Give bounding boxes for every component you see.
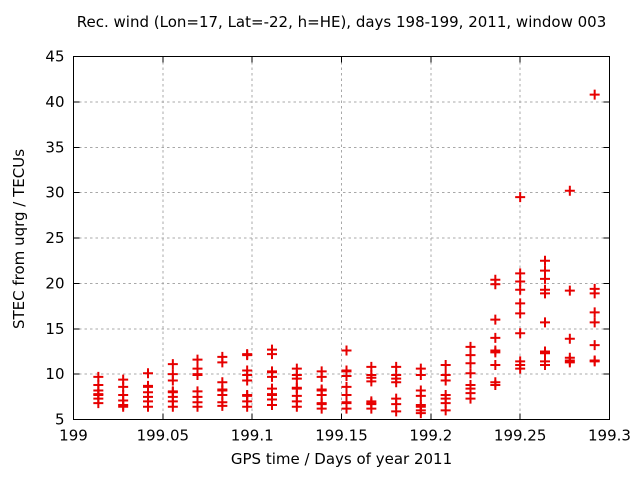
data-point-marker bbox=[490, 380, 501, 391]
data-point-marker bbox=[564, 285, 575, 296]
data-point-marker bbox=[217, 400, 228, 411]
x-tick-label: 199.25 bbox=[494, 427, 547, 445]
data-point-marker bbox=[118, 401, 129, 412]
data-point-marker bbox=[589, 317, 600, 328]
data-point-marker bbox=[564, 333, 575, 344]
data-point-marker bbox=[415, 370, 426, 381]
data-point-marker bbox=[341, 403, 352, 414]
data-point-marker bbox=[589, 307, 600, 318]
data-point-marker bbox=[515, 308, 526, 319]
x-tick-label: 199 bbox=[59, 427, 88, 445]
data-point-marker bbox=[192, 370, 203, 381]
chart-title: Rec. wind (Lon=17, Lat=-22, h=HE), days … bbox=[76, 13, 607, 31]
data-point-marker bbox=[540, 255, 551, 266]
data-point-marker bbox=[490, 332, 501, 343]
data-point-marker bbox=[564, 185, 575, 196]
data-point-marker bbox=[391, 406, 402, 417]
data-point-marker bbox=[589, 340, 600, 351]
data-point-marker bbox=[266, 349, 277, 360]
data-point-marker bbox=[143, 368, 154, 379]
data-point-marker bbox=[515, 284, 526, 295]
y-tick-label: 45 bbox=[45, 48, 64, 66]
data-point-marker bbox=[366, 403, 377, 414]
data-point-marker bbox=[465, 358, 476, 369]
data-point-marker bbox=[143, 401, 154, 412]
data-point-marker bbox=[316, 371, 327, 382]
x-tick-label: 199.15 bbox=[315, 427, 368, 445]
data-point-marker bbox=[490, 279, 501, 290]
data-point-marker bbox=[341, 370, 352, 381]
data-point-marker bbox=[515, 192, 526, 203]
data-point-marker bbox=[440, 405, 451, 416]
y-tick-label: 5 bbox=[55, 411, 65, 429]
data-point-marker bbox=[242, 350, 253, 361]
data-point-marker bbox=[266, 371, 277, 382]
data-point-marker bbox=[490, 360, 501, 371]
data-point-marker bbox=[589, 288, 600, 299]
y-tick-label: 35 bbox=[45, 138, 64, 156]
data-point-marker bbox=[465, 393, 476, 404]
data-point-marker bbox=[515, 328, 526, 339]
data-point-marker bbox=[192, 354, 203, 365]
data-point-marker bbox=[589, 89, 600, 100]
data-point-marker bbox=[564, 357, 575, 368]
data-point-marker bbox=[217, 357, 228, 368]
data-point-marker bbox=[167, 401, 178, 412]
data-point-marker bbox=[266, 399, 277, 410]
data-point-marker bbox=[192, 401, 203, 412]
x-tick-label: 199.1 bbox=[231, 427, 274, 445]
data-point-marker bbox=[490, 314, 501, 325]
data-point-marker bbox=[540, 273, 551, 284]
data-point-marker bbox=[391, 377, 402, 388]
x-tick-label: 199.2 bbox=[409, 427, 452, 445]
y-tick-label: 15 bbox=[45, 320, 64, 338]
data-point-marker bbox=[341, 345, 352, 356]
data-point-marker bbox=[540, 360, 551, 371]
data-point-marker bbox=[291, 373, 302, 384]
data-point-marker bbox=[440, 375, 451, 386]
data-point-marker bbox=[291, 401, 302, 412]
data-point-marker bbox=[415, 408, 426, 419]
data-point-marker bbox=[440, 360, 451, 371]
data-point-marker bbox=[490, 347, 501, 358]
data-point-marker bbox=[415, 390, 426, 401]
data-point-marker bbox=[167, 375, 178, 386]
y-tick-label: 30 bbox=[45, 184, 64, 202]
data-point-marker bbox=[540, 288, 551, 299]
y-axis-label: STEC from uqrg / TECUs bbox=[10, 148, 28, 330]
y-tick-label: 20 bbox=[45, 274, 64, 292]
data-point-marker bbox=[465, 368, 476, 379]
data-point-marker bbox=[515, 363, 526, 374]
data-point-marker bbox=[515, 298, 526, 309]
data-point-marker bbox=[540, 317, 551, 328]
data-point-marker bbox=[93, 398, 104, 409]
y-tick-label: 10 bbox=[45, 365, 64, 383]
x-axis-label: GPS time / Days of year 2011 bbox=[230, 450, 453, 468]
data-point-marker bbox=[366, 376, 377, 387]
x-tick-label: 199.3 bbox=[588, 427, 631, 445]
y-tick-label: 40 bbox=[45, 93, 64, 111]
data-point-marker bbox=[589, 356, 600, 367]
data-point-marker bbox=[242, 401, 253, 412]
data-point-marker bbox=[242, 375, 253, 386]
x-tick-label: 199.05 bbox=[137, 427, 190, 445]
data-point-marker bbox=[316, 403, 327, 414]
y-tick-label: 25 bbox=[45, 229, 64, 247]
data-point-marker bbox=[167, 359, 178, 370]
